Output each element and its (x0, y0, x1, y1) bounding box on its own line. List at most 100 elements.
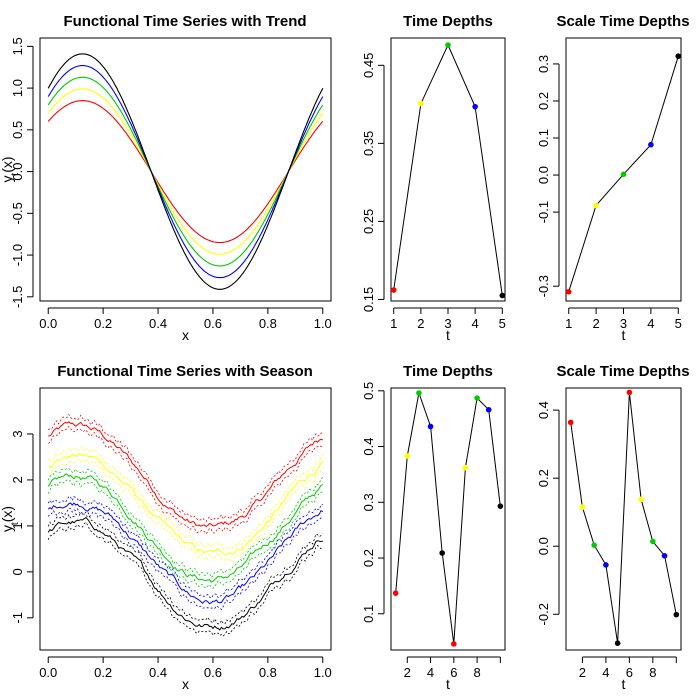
y-tick-label: 0.15 (361, 287, 376, 312)
season-band-season-2 (48, 447, 324, 550)
y-axis-label: yt(x) (0, 506, 21, 532)
x-tick-label: 0.0 (39, 665, 57, 680)
plot-frame (390, 387, 506, 651)
chart-title: Scale Time Depths (556, 13, 689, 30)
y-tick-label: 0.5 (361, 382, 376, 400)
y-tick-label: 0.0 (536, 537, 551, 555)
panel-p6: Scale Time Depths 2 4 6 8 t -0.2 0.0 0.2 0.4 (536, 363, 690, 692)
season-band-season-4 (47, 507, 323, 611)
depth-point-t6 (626, 389, 633, 396)
season-curve-season-1 (48, 421, 323, 528)
depth-point-t4 (427, 423, 434, 430)
depth-point-t3 (416, 390, 422, 396)
x-tick-label: 1 (390, 316, 397, 331)
x-tick-label: 2 (404, 665, 411, 680)
depth-line (395, 391, 501, 644)
depth-point-t3 (591, 542, 597, 548)
season-band-season-5 (47, 511, 324, 625)
y-tick-label: 0.2 (536, 92, 551, 110)
depth-point-t5 (439, 550, 445, 556)
y-tick-label: 0.3 (361, 493, 376, 511)
y-tick-label: -0.2 (536, 603, 551, 625)
season-band-season-1 (47, 425, 323, 535)
x-axis-label: t (446, 676, 450, 692)
depth-point-t2 (579, 504, 586, 510)
x-tick-label: 3 (444, 316, 451, 331)
y-tick-label: 0.25 (361, 209, 376, 234)
depth-point-t7 (462, 464, 469, 471)
y-tick-label: -1 (10, 612, 25, 624)
panel-p3: Scale Time Depths 1 2 3 4 5 t -0.3 -0.1 0.0 0.1 0.2… (536, 13, 690, 343)
depth-point-t2 (404, 453, 411, 459)
depth-point-t8 (650, 538, 656, 545)
depth-point-t2 (593, 202, 599, 209)
y-tick-label: 0.0 (536, 166, 551, 184)
y-tick-label: 0 (10, 568, 25, 575)
x-tick-label: 8 (473, 665, 480, 680)
x-tick-label: 1 (565, 316, 572, 331)
chart-title: Scale Time Depths (556, 363, 689, 380)
chart-title: Time Depths (403, 363, 493, 380)
panel-p4: Functional Time Series with Season 0.0 0.2… (0, 363, 332, 692)
y-tick-label: 1 (10, 522, 25, 529)
depth-point-t3 (445, 42, 451, 48)
y-tick-label: 0.35 (361, 131, 376, 156)
x-tick-label: 0.8 (259, 316, 277, 331)
y-tick-label: -1.5 (10, 286, 25, 308)
x-axis-label: t (622, 676, 626, 692)
depth-line (393, 43, 503, 296)
x-tick-label: 0.4 (149, 665, 167, 680)
x-tick-label: 0.2 (94, 665, 112, 680)
trend-curve-t3 (47, 76, 324, 267)
x-tick-label: 4 (427, 665, 434, 680)
season-band-season-3 (47, 479, 323, 589)
x-axis-label: x (182, 676, 189, 692)
y-tick-label: -0.3 (536, 275, 551, 297)
y-tick-label: 1.5 (10, 37, 25, 55)
x-axis-label: t (446, 327, 450, 343)
depth-point-t2 (418, 100, 424, 107)
depth-point-t10 (673, 611, 680, 618)
y-tick-label: -0.1 (536, 201, 551, 223)
y-tick-label: 2 (10, 476, 25, 483)
trend-curve-t2 (47, 88, 324, 255)
depth-point-t5 (614, 640, 621, 646)
trend-curve-t4 (47, 65, 324, 279)
plot-frame (565, 37, 682, 302)
x-tick-label: 0.6 (204, 665, 222, 680)
plot-frame (390, 37, 506, 302)
y-axis-label: yt(x) (0, 156, 21, 182)
x-tick-label: 2 (579, 665, 586, 680)
season-band-season-1 (47, 413, 323, 523)
y-tick-label: 1.0 (10, 79, 25, 97)
panel-p1: Functional Time Series with Trend 0.0 0.2 0… (0, 13, 332, 343)
x-tick-label: 0.8 (259, 665, 277, 680)
x-tick-label: 0.0 (39, 316, 57, 331)
y-tick-label: -1.0 (10, 244, 25, 266)
panel-p2: Time Depths 1 2 3 4 5 t 0.15 0.25 0.35 0.45 (361, 13, 506, 343)
x-tick-label: 1.0 (314, 665, 332, 680)
depth-point-t7 (638, 496, 644, 503)
x-tick-label: 6 (450, 665, 457, 680)
x-tick-label: 5 (675, 316, 682, 331)
trend-curve-t5 (47, 53, 324, 290)
x-tick-label: 3 (620, 316, 627, 331)
x-tick-label: 4 (647, 316, 654, 331)
x-tick-label: 0.4 (149, 316, 167, 331)
trend-curve-t1 (47, 100, 324, 244)
depth-point-t1 (566, 288, 572, 295)
depth-point-t1 (392, 590, 399, 596)
x-axis-label: x (182, 327, 189, 343)
x-tick-label: 0.2 (94, 316, 112, 331)
chart-title: Functional Time Series with Season (57, 363, 313, 380)
y-tick-label: 0.2 (361, 549, 376, 567)
depth-point-t3 (620, 171, 627, 178)
y-tick-label: 0.5 (10, 121, 25, 139)
depth-point-t9 (485, 406, 492, 413)
depth-point-t8 (474, 395, 480, 401)
y-tick-label: -0.5 (10, 202, 25, 224)
y-tick-label: 0.4 (536, 401, 551, 419)
season-curve-season-4 (47, 502, 324, 605)
x-tick-label: 5 (499, 316, 506, 331)
